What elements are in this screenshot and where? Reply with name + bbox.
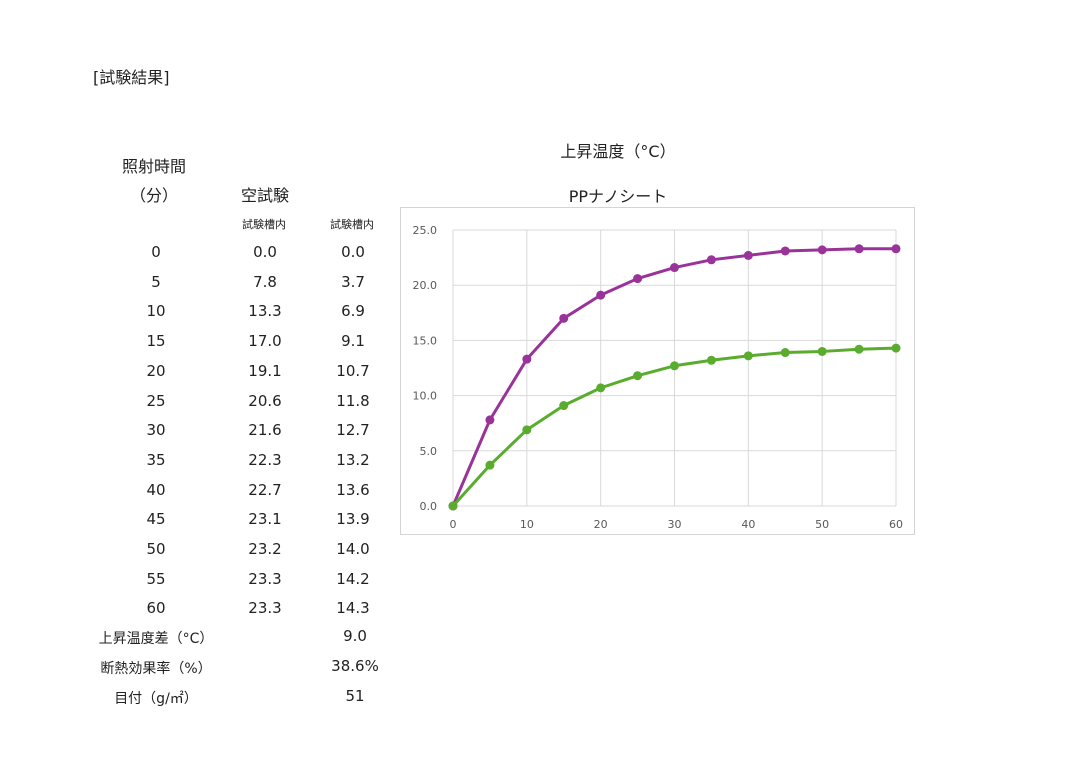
blank-value-cell: 23.3 <box>248 599 282 618</box>
summary-label: 断熱効果率（%） <box>100 661 212 677</box>
sample-value-cell: 13.2 <box>336 450 370 469</box>
data-point <box>743 250 753 260</box>
data-point <box>633 371 643 381</box>
y-tick-label: 25.0 <box>413 224 438 237</box>
time-cell: 5 <box>151 272 161 291</box>
sample-value-cell: 6.9 <box>341 302 365 321</box>
data-point <box>706 255 716 265</box>
time-cell: 55 <box>146 569 166 588</box>
blank-test-subheader: 試験槽内 <box>242 218 286 231</box>
data-point <box>817 245 827 255</box>
data-point <box>633 274 643 284</box>
summary-value: 51 <box>345 687 365 705</box>
time-cell: 0 <box>151 243 161 261</box>
data-point <box>522 425 532 435</box>
time-cell: 45 <box>146 510 166 529</box>
sample-value-cell: 11.8 <box>336 391 370 410</box>
y-tick-label: 15.0 <box>413 334 438 347</box>
data-point <box>780 246 790 256</box>
x-tick-label: 50 <box>815 518 829 531</box>
data-point <box>522 354 532 364</box>
data-point <box>706 355 716 365</box>
line-chart: 0.0 5.0 10.0 15.0 20.0 25.0 0 10 20 30 40 50 60 <box>413 224 904 531</box>
data-point <box>817 346 827 356</box>
blank-value-cell: 21.6 <box>248 421 282 440</box>
summary-label: 上昇温度差（°C） <box>98 631 214 647</box>
data-point <box>448 501 458 511</box>
x-tick-label: 40 <box>741 518 755 531</box>
time-cell: 60 <box>146 599 166 618</box>
summary-value: 38.6% <box>331 657 379 675</box>
data-point <box>670 263 679 273</box>
data-point <box>854 244 864 254</box>
time-cell: 40 <box>146 480 166 499</box>
time-cell: 10 <box>146 302 166 321</box>
sample-value-cell: 13.6 <box>336 480 370 499</box>
data-point <box>596 383 606 393</box>
time-cell: 15 <box>146 332 166 351</box>
blank-value-cell: 7.8 <box>253 272 277 291</box>
sample-value-cell: 0.0 <box>341 243 365 261</box>
summary-label: 目付（g/㎡） <box>114 691 198 707</box>
data-point <box>596 290 606 300</box>
sample-value-cell: 10.7 <box>336 361 370 380</box>
time-cell: 25 <box>146 391 166 410</box>
sample-value-cell: 3.7 <box>341 272 365 291</box>
data-point <box>485 415 495 425</box>
data-point <box>559 401 569 411</box>
x-tick-label: 60 <box>889 518 903 531</box>
chart-area: 0.0 5.0 10.0 15.0 20.0 25.0 0 10 20 30 40 50 60 <box>400 207 915 535</box>
blank-test-header: 空試験 <box>241 186 290 205</box>
y-tick-label: 20.0 <box>413 279 438 292</box>
blank-value-cell: 19.1 <box>248 361 282 380</box>
data-point <box>854 344 864 354</box>
sample-value-cell: 13.9 <box>336 510 370 529</box>
sample-value-cell: 12.7 <box>336 421 370 440</box>
chart-subtitle: PPナノシート <box>568 187 668 206</box>
blank-value-cell: 23.3 <box>248 569 282 588</box>
x-tick-label: 20 <box>594 518 608 531</box>
blank-value-cell: 23.2 <box>248 540 282 558</box>
blank-value-cell: 22.3 <box>248 450 282 469</box>
x-tick-label: 0 <box>450 518 457 531</box>
blank-value-cell: 23.1 <box>248 510 282 529</box>
chart-main-title: 上昇温度（°C） <box>560 142 676 161</box>
data-point <box>780 348 790 358</box>
data-point <box>891 343 901 353</box>
sample-value-cell: 14.0 <box>336 540 370 558</box>
data-point <box>670 361 679 371</box>
time-cell: 50 <box>146 540 166 558</box>
data-point <box>743 351 753 361</box>
blank-value-cell: 17.0 <box>248 332 282 351</box>
time-cell: 35 <box>146 450 166 469</box>
summary-value: 9.0 <box>343 627 367 645</box>
y-tick-label: 0.0 <box>420 500 438 513</box>
data-point <box>485 460 495 470</box>
time-header-line1: 照射時間 <box>122 157 187 176</box>
blank-value-cell: 13.3 <box>248 302 282 321</box>
y-tick-label: 5.0 <box>420 445 438 458</box>
y-tick-label: 10.0 <box>413 390 438 403</box>
sample-value-cell: 14.3 <box>336 599 370 618</box>
sample-value-cell: 14.2 <box>336 569 370 588</box>
data-point <box>559 313 569 323</box>
x-tick-label: 10 <box>520 518 534 531</box>
time-header-line2: （分） <box>130 186 179 205</box>
blank-value-cell: 20.6 <box>248 391 282 410</box>
sample-value-cell: 9.1 <box>341 332 365 351</box>
time-cell: 30 <box>146 421 166 440</box>
time-cell: 20 <box>146 361 166 380</box>
sample-subheader: 試験槽内 <box>330 218 374 231</box>
section-title: [試験結果] <box>93 68 170 87</box>
blank-value-cell: 22.7 <box>248 480 282 499</box>
x-tick-label: 30 <box>668 518 682 531</box>
data-point <box>891 244 901 254</box>
blank-value-cell: 0.0 <box>253 243 277 261</box>
